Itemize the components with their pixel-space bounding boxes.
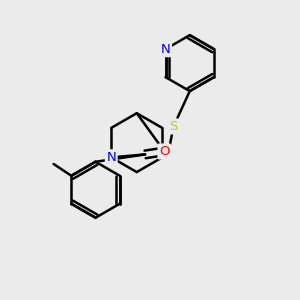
Text: N: N (106, 151, 116, 164)
Text: S: S (169, 120, 178, 133)
Text: O: O (159, 145, 169, 158)
Text: N: N (161, 43, 170, 56)
